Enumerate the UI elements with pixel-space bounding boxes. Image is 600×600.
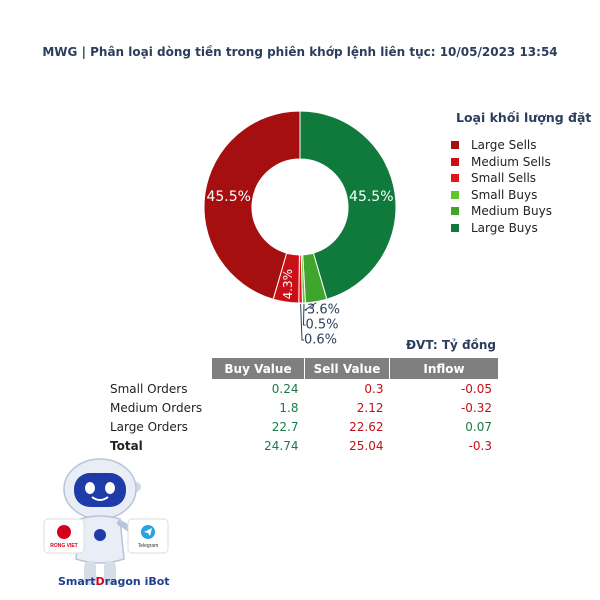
legend-label: Small Buys	[471, 187, 538, 202]
leader-line-medium-buys	[303, 302, 317, 311]
slice-label-medium-sells: 4.3%	[281, 269, 295, 300]
slice-label-medium-buys: 3.6%	[307, 303, 340, 318]
leader-line-small-sells	[300, 303, 304, 341]
total-inflow-value: -0.3	[468, 438, 492, 453]
robot-smile-icon	[91, 496, 109, 501]
inflow-value: -0.05	[460, 381, 492, 396]
robot-chest-icon	[94, 529, 106, 541]
rongviet-logo-text: RONG VIET	[50, 543, 78, 549]
robot-leg-icon	[104, 561, 116, 585]
donut-slice-large-buys[interactable]	[299, 110, 397, 300]
table-row: Medium Orders 1.8 2.12 -0.32	[104, 398, 498, 417]
row-label: Medium Orders	[110, 400, 203, 415]
legend-swatch	[451, 223, 459, 232]
row-label: Large Orders	[110, 419, 188, 434]
table-row: Large Orders 22.7 22.62 0.07	[104, 417, 498, 436]
legend-label: Small Sells	[471, 171, 537, 186]
telegram-plane-icon	[144, 528, 152, 536]
legend: Loại khối lượng đặt Large Sells Medium S…	[420, 110, 600, 236]
table-row: Small Orders 0.24 0.3 -0.05	[104, 379, 498, 398]
legend-item-medium-sells[interactable]: Medium Sells	[451, 154, 600, 171]
brand-part: ragon iBot	[104, 575, 170, 588]
table-header-row: Buy Value Sell Value Inflow	[104, 358, 498, 379]
robot-eye-icon	[105, 482, 115, 494]
telegram-logo-text: Telegram	[138, 543, 159, 549]
inflow-value: -0.32	[460, 400, 492, 415]
brand-accent: D	[95, 575, 105, 588]
legend-swatch	[451, 190, 459, 199]
sell-value: 0.3	[364, 381, 384, 396]
table-header-sell: Sell Value	[304, 358, 390, 379]
legend-item-small-buys[interactable]: Small Buys	[451, 187, 600, 204]
legend-item-large-buys[interactable]: Large Buys	[451, 220, 600, 237]
legend-item-medium-buys[interactable]: Medium Buys	[451, 203, 600, 220]
table-header-blank	[104, 358, 212, 379]
legend-swatch	[451, 207, 459, 216]
row-label: Small Orders	[110, 381, 188, 396]
donut-chart: 45.5% 4.3% 45.5% 3.6%0.5%0.6%	[203, 110, 397, 348]
slice-label-small-sells: 0.6%	[304, 333, 337, 348]
buy-value: 1.8	[279, 400, 299, 415]
legend-label: Medium Buys	[471, 204, 552, 219]
legend-item-large-sells[interactable]: Large Sells	[451, 137, 600, 154]
legend-item-small-sells[interactable]: Small Sells	[451, 170, 600, 187]
legend-label: Large Buys	[471, 220, 538, 235]
robot-mascot: RONG VIET Telegram	[43, 458, 169, 585]
robot-visor-icon	[74, 473, 126, 507]
buy-value: 0.24	[271, 381, 299, 396]
inflow-value: 0.07	[465, 419, 492, 434]
leader-line-small-buys	[302, 303, 306, 326]
legend-swatch	[451, 157, 459, 166]
chart-title: MWG | Phân loại dòng tiền trong phiên kh…	[42, 45, 558, 59]
table-header-inflow: Inflow	[389, 358, 498, 379]
robot-leg-icon	[84, 561, 96, 585]
robot-eye-icon	[85, 482, 95, 494]
sell-value: 22.62	[349, 419, 384, 434]
slice-label-large-buys: 45.5%	[349, 189, 393, 205]
legend-swatch	[451, 141, 459, 150]
table-header-buy: Buy Value	[212, 358, 305, 379]
legend-label: Medium Sells	[471, 154, 551, 169]
sell-value: 2.12	[356, 400, 384, 415]
flow-table: Buy Value Sell Value Inflow Small Orders…	[104, 358, 498, 455]
donut-slice-large-sells[interactable]	[203, 110, 301, 300]
total-label: Total	[110, 438, 143, 453]
total-buy-value: 24.74	[264, 438, 299, 453]
brand-name: SmartDragon iBot	[58, 575, 170, 588]
unit-label: ĐVT: Tỷ đồng	[406, 338, 496, 352]
total-sell-value: 25.04	[349, 438, 384, 453]
slice-label-large-sells: 45.5%	[206, 189, 250, 205]
legend-swatch	[451, 174, 459, 183]
brand-part: Smart	[58, 575, 96, 588]
legend-title: Loại khối lượng đặt	[456, 110, 592, 125]
buy-value: 22.7	[271, 419, 299, 434]
rongviet-logo-icon	[57, 525, 71, 539]
table-total-row: Total 24.74 25.04 -0.3	[104, 436, 498, 455]
legend-label: Large Sells	[471, 138, 537, 153]
slice-label-small-buys: 0.5%	[306, 318, 339, 333]
